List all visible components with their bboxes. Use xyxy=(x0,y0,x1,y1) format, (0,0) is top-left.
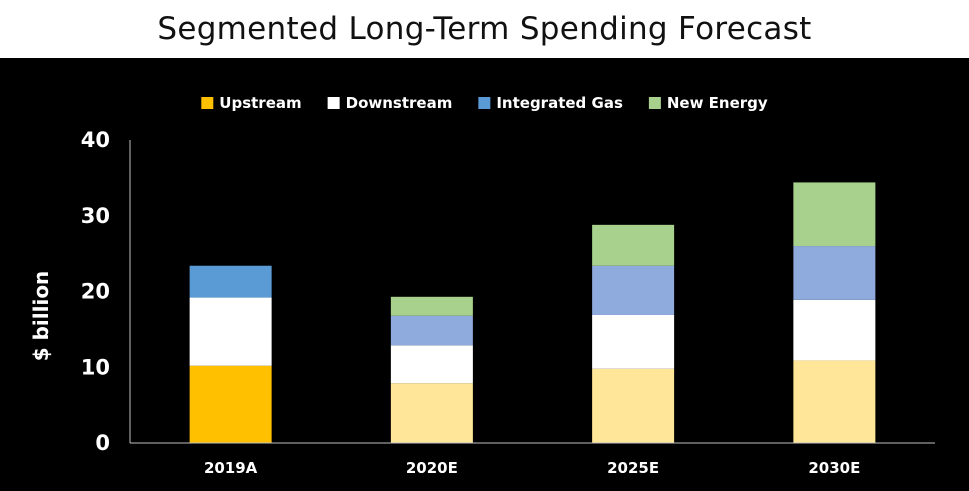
bar-integrated-gas-2030e xyxy=(793,246,876,300)
chart-title-bar: Segmented Long-Term Spending Forecast xyxy=(0,0,969,58)
bar-downstream-2019a xyxy=(189,297,272,366)
y-tick-label: 30 xyxy=(81,204,110,228)
chart-title: Segmented Long-Term Spending Forecast xyxy=(157,11,812,47)
y-axis: 0 10 20 30 40 xyxy=(81,128,131,455)
chart-panel: Upstream Downstream Integrated Gas New Ener… xyxy=(0,58,969,491)
legend-label-downstream: Downstream xyxy=(346,94,453,112)
legend-label-integrated-gas: Integrated Gas xyxy=(496,94,623,112)
legend-swatch-integrated-gas xyxy=(478,97,491,109)
x-tick-label-2020e: 2020E xyxy=(406,459,458,477)
bar-downstream-2020e xyxy=(390,345,473,384)
y-tick-label: 40 xyxy=(81,128,110,152)
legend-label-new-energy: New Energy xyxy=(667,94,768,112)
bar-new-energy-2025e xyxy=(592,224,675,266)
y-tick-label: 20 xyxy=(81,280,110,304)
x-tick-label-2030e: 2030E xyxy=(808,459,860,477)
bar-integrated-gas-2020e xyxy=(390,315,473,346)
x-tick-label-2025e: 2025E xyxy=(607,459,659,477)
bar-integrated-gas-2025e xyxy=(592,265,675,315)
legend-swatch-upstream xyxy=(201,97,214,109)
bar-downstream-2030e xyxy=(793,299,876,361)
bar-new-energy-2020e xyxy=(390,296,473,316)
bar-upstream-2020e xyxy=(390,383,473,443)
bar-upstream-2025e xyxy=(592,368,675,443)
y-tick-label: 0 xyxy=(95,431,110,455)
bar-upstream-2030e xyxy=(793,360,876,443)
stacked-bar-chart: Upstream Downstream Integrated Gas New Ener… xyxy=(29,94,935,477)
bar-upstream-2019a xyxy=(189,365,272,443)
x-tick-label-2019a: 2019A xyxy=(204,459,258,477)
legend-label-upstream: Upstream xyxy=(219,94,301,112)
legend: Upstream Downstream Integrated Gas New Ener… xyxy=(201,94,768,112)
y-axis-title: $ billion xyxy=(29,271,53,362)
y-tick-label: 10 xyxy=(81,355,110,379)
legend-swatch-downstream xyxy=(327,97,340,109)
legend-swatch-new-energy xyxy=(648,97,661,109)
bar-new-energy-2030e xyxy=(793,182,876,247)
bars xyxy=(189,182,876,443)
x-axis: 2019A 2020E 2025E 2030E xyxy=(130,442,935,477)
bar-downstream-2025e xyxy=(592,314,675,369)
bar-integrated-gas-2019a xyxy=(189,265,272,298)
